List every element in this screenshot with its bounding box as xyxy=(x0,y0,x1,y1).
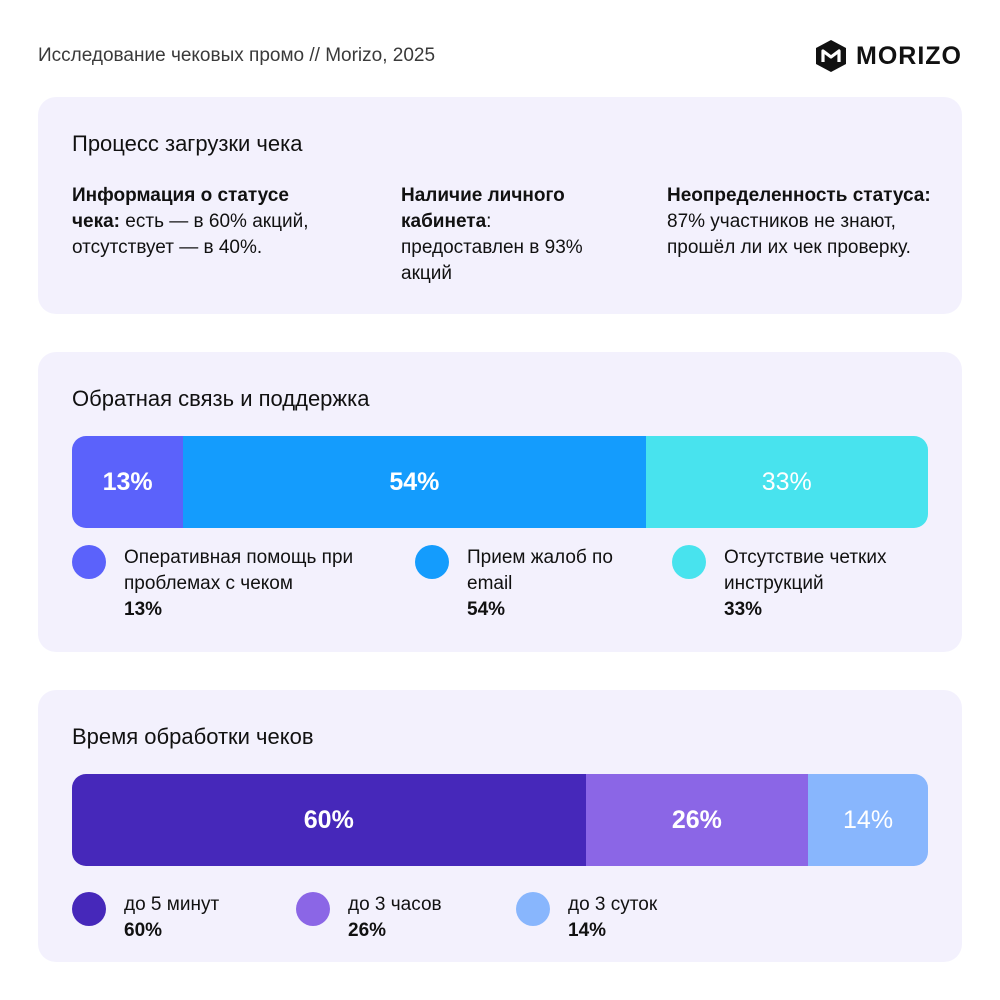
processing-bar-segment-1: 60% xyxy=(72,774,586,866)
feedback-legend-name-3: Отсутствие четких инструкций xyxy=(724,547,887,594)
processing-stacked-bar: 60% 26% 14% xyxy=(72,774,928,866)
status-uncertainty-text: Неопределенность статуса: 87% участников… xyxy=(667,183,937,261)
status-info-text: Информация о статусе чека: есть — в 60% … xyxy=(72,183,332,261)
processing-legend-value-3: 14% xyxy=(568,920,607,941)
processing-bar-segment-2: 26% xyxy=(585,774,809,866)
processing-legend-dot-2 xyxy=(296,892,330,926)
feedback-bar-segment-2: 54% xyxy=(183,436,646,528)
feedback-legend-value-3: 33% xyxy=(724,599,763,620)
upload-process-card: Процесс загрузки чека Информация о стату… xyxy=(38,97,962,314)
morizo-hex-logo-icon xyxy=(816,40,846,72)
processing-bar-label-2: 26% xyxy=(671,805,722,834)
feedback-chart-title: Обратная связь и поддержка xyxy=(72,386,370,411)
processing-legend-text-3: до 3 суток 14% xyxy=(568,892,657,944)
feedback-legend-text-3: Отсутствие четких инструкций 33% xyxy=(724,545,924,623)
feedback-legend-name-1: Оперативная помощь при проблемах с чеком xyxy=(124,547,354,594)
feedback-bar-segment-1: 13% xyxy=(72,436,184,528)
processing-bar-segment-3: 14% xyxy=(808,774,928,866)
feedback-support-card: Обратная связь и поддержка 13% 54% 33% О… xyxy=(38,352,962,652)
header: Исследование чековых промо // Morizo, 20… xyxy=(38,40,962,74)
status-info-rest: есть — в 60% акций, отсутствует — в 40%. xyxy=(72,211,309,258)
feedback-bar-label-1: 13% xyxy=(102,467,153,496)
page-title: Исследование чековых промо // Morizo, 20… xyxy=(38,45,436,66)
feedback-legend-value-2: 54% xyxy=(467,599,506,620)
feedback-legend-text-1: Оперативная помощь при проблемах с чеком… xyxy=(124,545,364,623)
processing-time-card: Время обработки чеков 60% 26% 14% до 5 м… xyxy=(38,690,962,962)
personal-account-text: Наличие личного кабинета: предоставлен в… xyxy=(401,183,601,287)
feedback-bar-segment-3: 33% xyxy=(645,436,928,528)
feedback-bar-label-3: 33% xyxy=(761,467,812,496)
feedback-legend-dot-1 xyxy=(72,545,106,579)
status-info-bold: Информация о статусе чека: xyxy=(72,185,289,232)
processing-legend-dot-3 xyxy=(516,892,550,926)
status-uncertainty-rest: 87% участников не знают, прошёл ли их че… xyxy=(667,211,911,258)
processing-legend-text-1: до 5 минут 60% xyxy=(124,892,219,944)
feedback-legend-value-1: 13% xyxy=(124,599,163,620)
logo: MORIZO xyxy=(816,40,962,72)
feedback-legend-name-2: Прием жалоб по email xyxy=(467,547,613,594)
processing-bar-label-1: 60% xyxy=(303,805,354,834)
logo-text: MORIZO xyxy=(856,41,962,70)
feedback-legend-dot-2 xyxy=(415,545,449,579)
feedback-bar-label-2: 54% xyxy=(389,467,440,496)
processing-chart-title: Время обработки чеков xyxy=(72,724,314,749)
feedback-legend-text-2: Прием жалоб по email 54% xyxy=(467,545,617,623)
processing-legend-name-1: до 5 минут xyxy=(124,894,220,915)
processing-legend-value-1: 60% xyxy=(124,920,163,941)
status-uncertainty-bold: Неопределенность статуса: xyxy=(667,185,931,206)
processing-legend-name-2: до 3 часов xyxy=(348,894,442,915)
feedback-stacked-bar: 13% 54% 33% xyxy=(72,436,928,528)
processing-legend-text-2: до 3 часов 26% xyxy=(348,892,442,944)
processing-legend-name-3: до 3 суток xyxy=(568,894,658,915)
personal-account-rest: : предоставлен в 93% акций xyxy=(401,211,583,284)
processing-bar-label-3: 14% xyxy=(843,805,894,834)
processing-legend-dot-1 xyxy=(72,892,106,926)
feedback-legend-dot-3 xyxy=(672,545,706,579)
upload-process-title: Процесс загрузки чека xyxy=(72,131,303,156)
personal-account-bold: Наличие личного кабинета xyxy=(401,185,565,232)
processing-legend-value-2: 26% xyxy=(348,920,387,941)
